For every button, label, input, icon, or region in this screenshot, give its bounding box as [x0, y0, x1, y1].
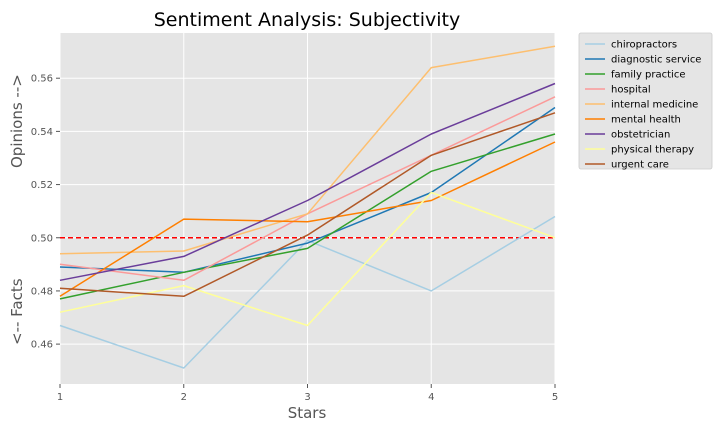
y-axis-title-bottom: <-- Facts: [8, 278, 26, 345]
legend-label: family practice: [611, 70, 685, 81]
legend-label: mental health: [611, 115, 681, 126]
y-axis-ticks: 0.46 0.48 0.50 0.52 0.54 0.56: [31, 74, 60, 351]
series-group: [59, 45, 556, 369]
y-tick-label: 0.52: [31, 180, 53, 191]
x-axis-ticks: 1 2 3 4 5: [57, 384, 558, 403]
y-tick-label: 0.46: [31, 340, 53, 351]
series-line: [59, 191, 556, 327]
legend-label: physical therapy: [611, 145, 694, 156]
series-line: [59, 133, 556, 300]
series-line: [59, 215, 556, 369]
legend-box: [578, 32, 713, 170]
y-tick-label: 0.48: [31, 286, 53, 297]
y-tick-label: 0.50: [31, 233, 53, 244]
x-tick-label: 2: [181, 392, 187, 403]
legend-label: obstetrician: [611, 130, 670, 141]
chart-title: Sentiment Analysis: Subjectivity: [154, 9, 461, 31]
x-axis-title: Stars: [288, 404, 327, 422]
series-line: [59, 45, 556, 255]
x-tick-label: 3: [304, 392, 310, 403]
legend: chiropractors diagnostic service family pr…: [578, 32, 713, 171]
legend-label: diagnostic service: [611, 55, 701, 66]
legend-label: urgent care: [611, 160, 669, 171]
y-tick-label: 0.56: [31, 74, 53, 85]
legend-label: internal medicine: [611, 100, 698, 111]
series-line: [59, 141, 556, 297]
x-tick-label: 5: [552, 392, 558, 403]
series-line: [59, 82, 556, 282]
series-line: [59, 106, 556, 274]
x-tick-label: 1: [57, 392, 63, 403]
y-axis-title-top: Opinions -->: [8, 74, 26, 168]
series-line: [59, 112, 556, 298]
legend-label: hospital: [611, 85, 651, 96]
y-tick-label: 0.54: [31, 127, 53, 138]
legend-label: chiropractors: [611, 40, 677, 51]
x-tick-label: 4: [428, 392, 434, 403]
